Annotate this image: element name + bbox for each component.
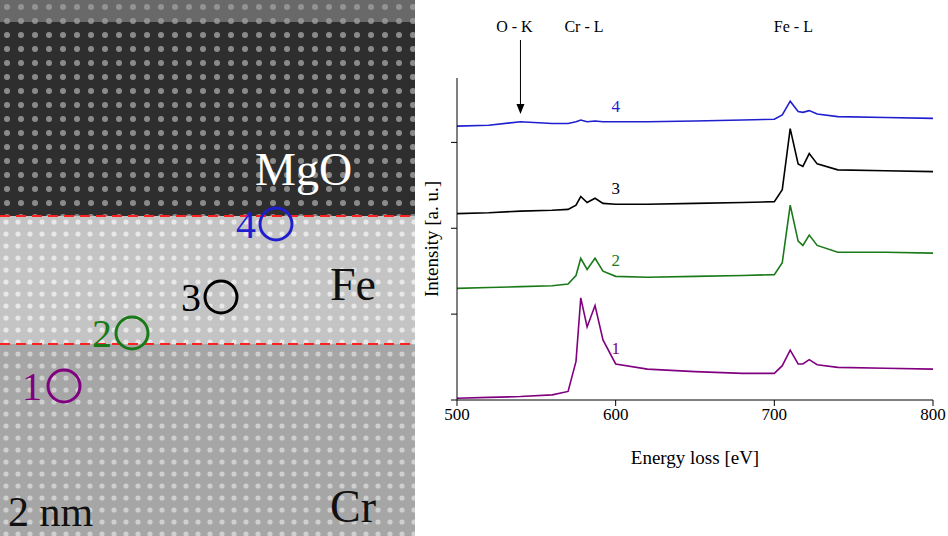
svg-text:500: 500 bbox=[444, 405, 470, 424]
svg-text:Cr: Cr bbox=[330, 481, 376, 532]
svg-text:2: 2 bbox=[92, 311, 112, 356]
svg-text:600: 600 bbox=[603, 405, 629, 424]
svg-text:2: 2 bbox=[611, 251, 620, 270]
svg-text:MgO: MgO bbox=[255, 144, 352, 195]
svg-text:1: 1 bbox=[22, 364, 42, 409]
svg-text:Fe: Fe bbox=[330, 259, 376, 310]
svg-text:O - K: O - K bbox=[496, 18, 533, 35]
svg-text:Intensity [a. u.]: Intensity [a. u.] bbox=[421, 181, 442, 297]
svg-text:4: 4 bbox=[611, 97, 620, 116]
svg-text:Energy loss [eV]: Energy loss [eV] bbox=[631, 447, 759, 468]
svg-text:3: 3 bbox=[611, 179, 620, 198]
svg-text:800: 800 bbox=[920, 405, 946, 424]
svg-text:Cr - L: Cr - L bbox=[564, 18, 603, 35]
svg-text:Fe - L: Fe - L bbox=[774, 18, 813, 35]
svg-text:1: 1 bbox=[611, 339, 620, 358]
svg-text:2 nm: 2 nm bbox=[8, 489, 94, 535]
svg-text:3: 3 bbox=[181, 275, 201, 320]
svg-text:700: 700 bbox=[762, 405, 788, 424]
svg-text:4: 4 bbox=[236, 202, 256, 247]
